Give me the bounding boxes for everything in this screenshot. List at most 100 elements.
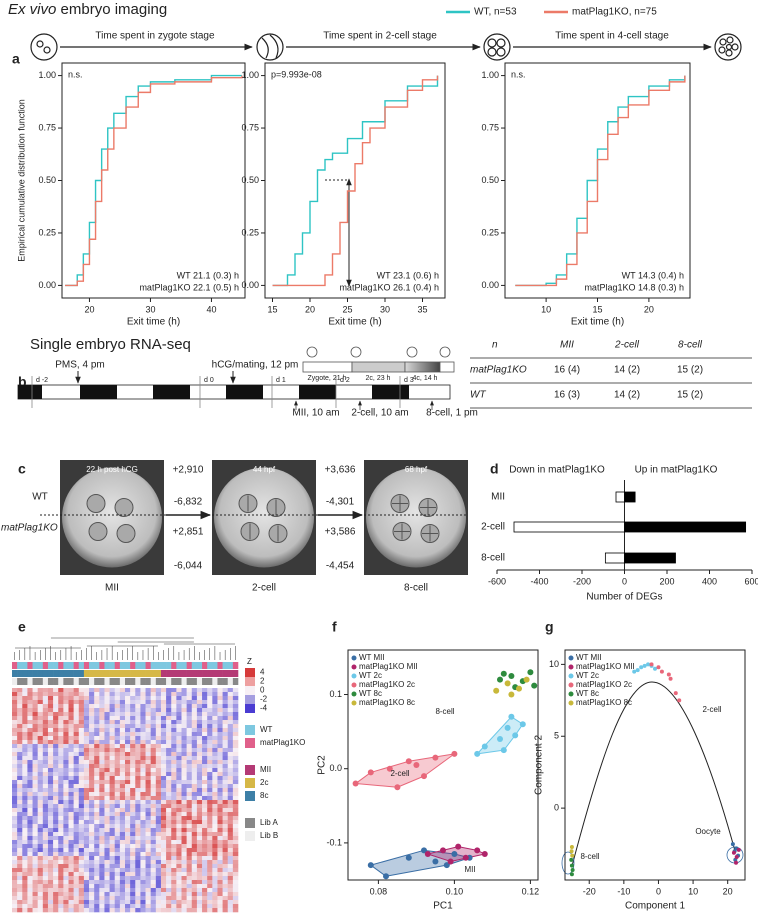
night-segment xyxy=(18,385,42,399)
heatmap-cell xyxy=(227,860,234,865)
heatmap-cell xyxy=(166,788,172,793)
annotation-cell xyxy=(155,670,162,677)
heatmap-cell xyxy=(12,768,18,773)
heatmap-cell xyxy=(155,880,162,885)
scatter-point xyxy=(632,669,637,674)
annotation-cell xyxy=(27,678,33,685)
heatmap-cell xyxy=(166,872,172,877)
heatmap-cell xyxy=(171,724,177,729)
heatmap-cell xyxy=(119,704,126,709)
heatmap-cell xyxy=(196,832,203,837)
heatmap-cell xyxy=(47,852,54,857)
heatmap-cell xyxy=(227,888,234,893)
heatmap-cell xyxy=(160,880,167,885)
heatmap-cell xyxy=(181,756,187,761)
heatmap-cell xyxy=(63,856,69,861)
heatmap-cell xyxy=(176,816,182,821)
heatmap-cell xyxy=(196,880,203,885)
heatmap-cell xyxy=(78,864,85,869)
heatmap-cell xyxy=(135,768,141,773)
heatmap-cell xyxy=(63,908,69,913)
heatmap-cell xyxy=(104,852,110,857)
heatmap-cell xyxy=(68,888,74,893)
heatmap-cell xyxy=(171,780,177,785)
heatmap-cell xyxy=(125,848,131,853)
heatmap-cell xyxy=(63,864,69,869)
annotation: 2-cell xyxy=(390,769,409,778)
heatmap-cell xyxy=(212,844,218,849)
heatmap-cell xyxy=(186,900,193,905)
heatmap-cell xyxy=(160,724,167,729)
heatmap-cell xyxy=(140,852,146,857)
heatmap-cell xyxy=(227,692,234,697)
heatmap-cell xyxy=(114,796,121,801)
heatmap-cell xyxy=(176,776,182,781)
heatmap-cell xyxy=(212,868,218,873)
heatmap-cell xyxy=(186,856,193,861)
heatmap-cell xyxy=(53,788,59,793)
heatmap-cell xyxy=(109,888,116,893)
annotation: n.s. xyxy=(511,69,526,79)
heatmap-cell xyxy=(104,732,110,737)
heatmap-cell xyxy=(27,852,33,857)
heatmap-cell xyxy=(191,720,198,725)
heatmap-cell xyxy=(99,728,105,733)
heatmap-cell xyxy=(63,816,69,821)
heatmap-cell xyxy=(176,852,182,857)
heatmap-cell xyxy=(12,696,18,701)
scatter-point xyxy=(516,685,522,692)
chart-title: Time spent in 2-cell stage xyxy=(323,31,437,42)
heatmap-cell xyxy=(217,692,223,697)
heatmap-cell xyxy=(212,848,218,853)
heatmap-cell xyxy=(166,740,172,745)
heatmap-cell xyxy=(171,764,177,769)
heatmap-cell xyxy=(145,824,151,829)
heatmap-cell xyxy=(207,728,213,733)
heatmap-cell xyxy=(150,860,157,865)
heatmap-cell xyxy=(130,700,136,705)
heatmap-cell xyxy=(191,892,198,897)
heatmap-cell xyxy=(12,904,18,909)
heatmap-cell xyxy=(155,848,162,853)
heatmap-cell xyxy=(130,900,136,905)
heatmap-cell xyxy=(104,888,110,893)
heatmap-cell xyxy=(212,692,218,697)
heatmap-cell xyxy=(27,824,33,829)
heatmap-cell xyxy=(155,708,162,713)
heatmap-cell xyxy=(186,804,193,809)
heatmap-cell xyxy=(94,816,100,821)
heatmap-cell xyxy=(22,880,28,885)
heatmap-cell xyxy=(109,708,116,713)
heatmap-cell xyxy=(114,900,121,905)
heatmap-cell xyxy=(196,808,203,813)
heatmap-cell xyxy=(186,692,193,697)
heatmap-cell xyxy=(202,832,208,837)
heatmap-cell xyxy=(207,904,213,909)
heatmap-cell xyxy=(37,776,44,781)
heatmap-cell xyxy=(135,772,141,777)
heatmap-cell xyxy=(150,728,157,733)
heatmap-cell xyxy=(181,904,187,909)
heatmap-cell xyxy=(232,820,239,825)
heatmap-cell xyxy=(22,908,28,913)
annotation-cell xyxy=(12,670,18,677)
heatmap-cell xyxy=(32,748,38,753)
heatmap-cell xyxy=(109,716,116,721)
heatmap-cell xyxy=(58,736,64,741)
heatmap-cell xyxy=(42,776,49,781)
heatmap-cell xyxy=(119,908,126,913)
heatmap-cell xyxy=(232,752,239,757)
heatmap-cell xyxy=(140,832,146,837)
annotation: Oocyte xyxy=(695,827,721,836)
heatmap-cell xyxy=(58,788,64,793)
annotation-cell xyxy=(99,678,105,685)
heatmap-cell xyxy=(42,820,49,825)
heatmap-cell xyxy=(17,716,23,721)
heatmap-cell xyxy=(99,784,105,789)
heatmap-cell xyxy=(37,696,44,701)
heatmap-cell xyxy=(109,752,116,757)
heatmap-cell xyxy=(166,772,172,777)
heatmap-cell xyxy=(27,864,33,869)
heatmap-cell xyxy=(58,756,64,761)
